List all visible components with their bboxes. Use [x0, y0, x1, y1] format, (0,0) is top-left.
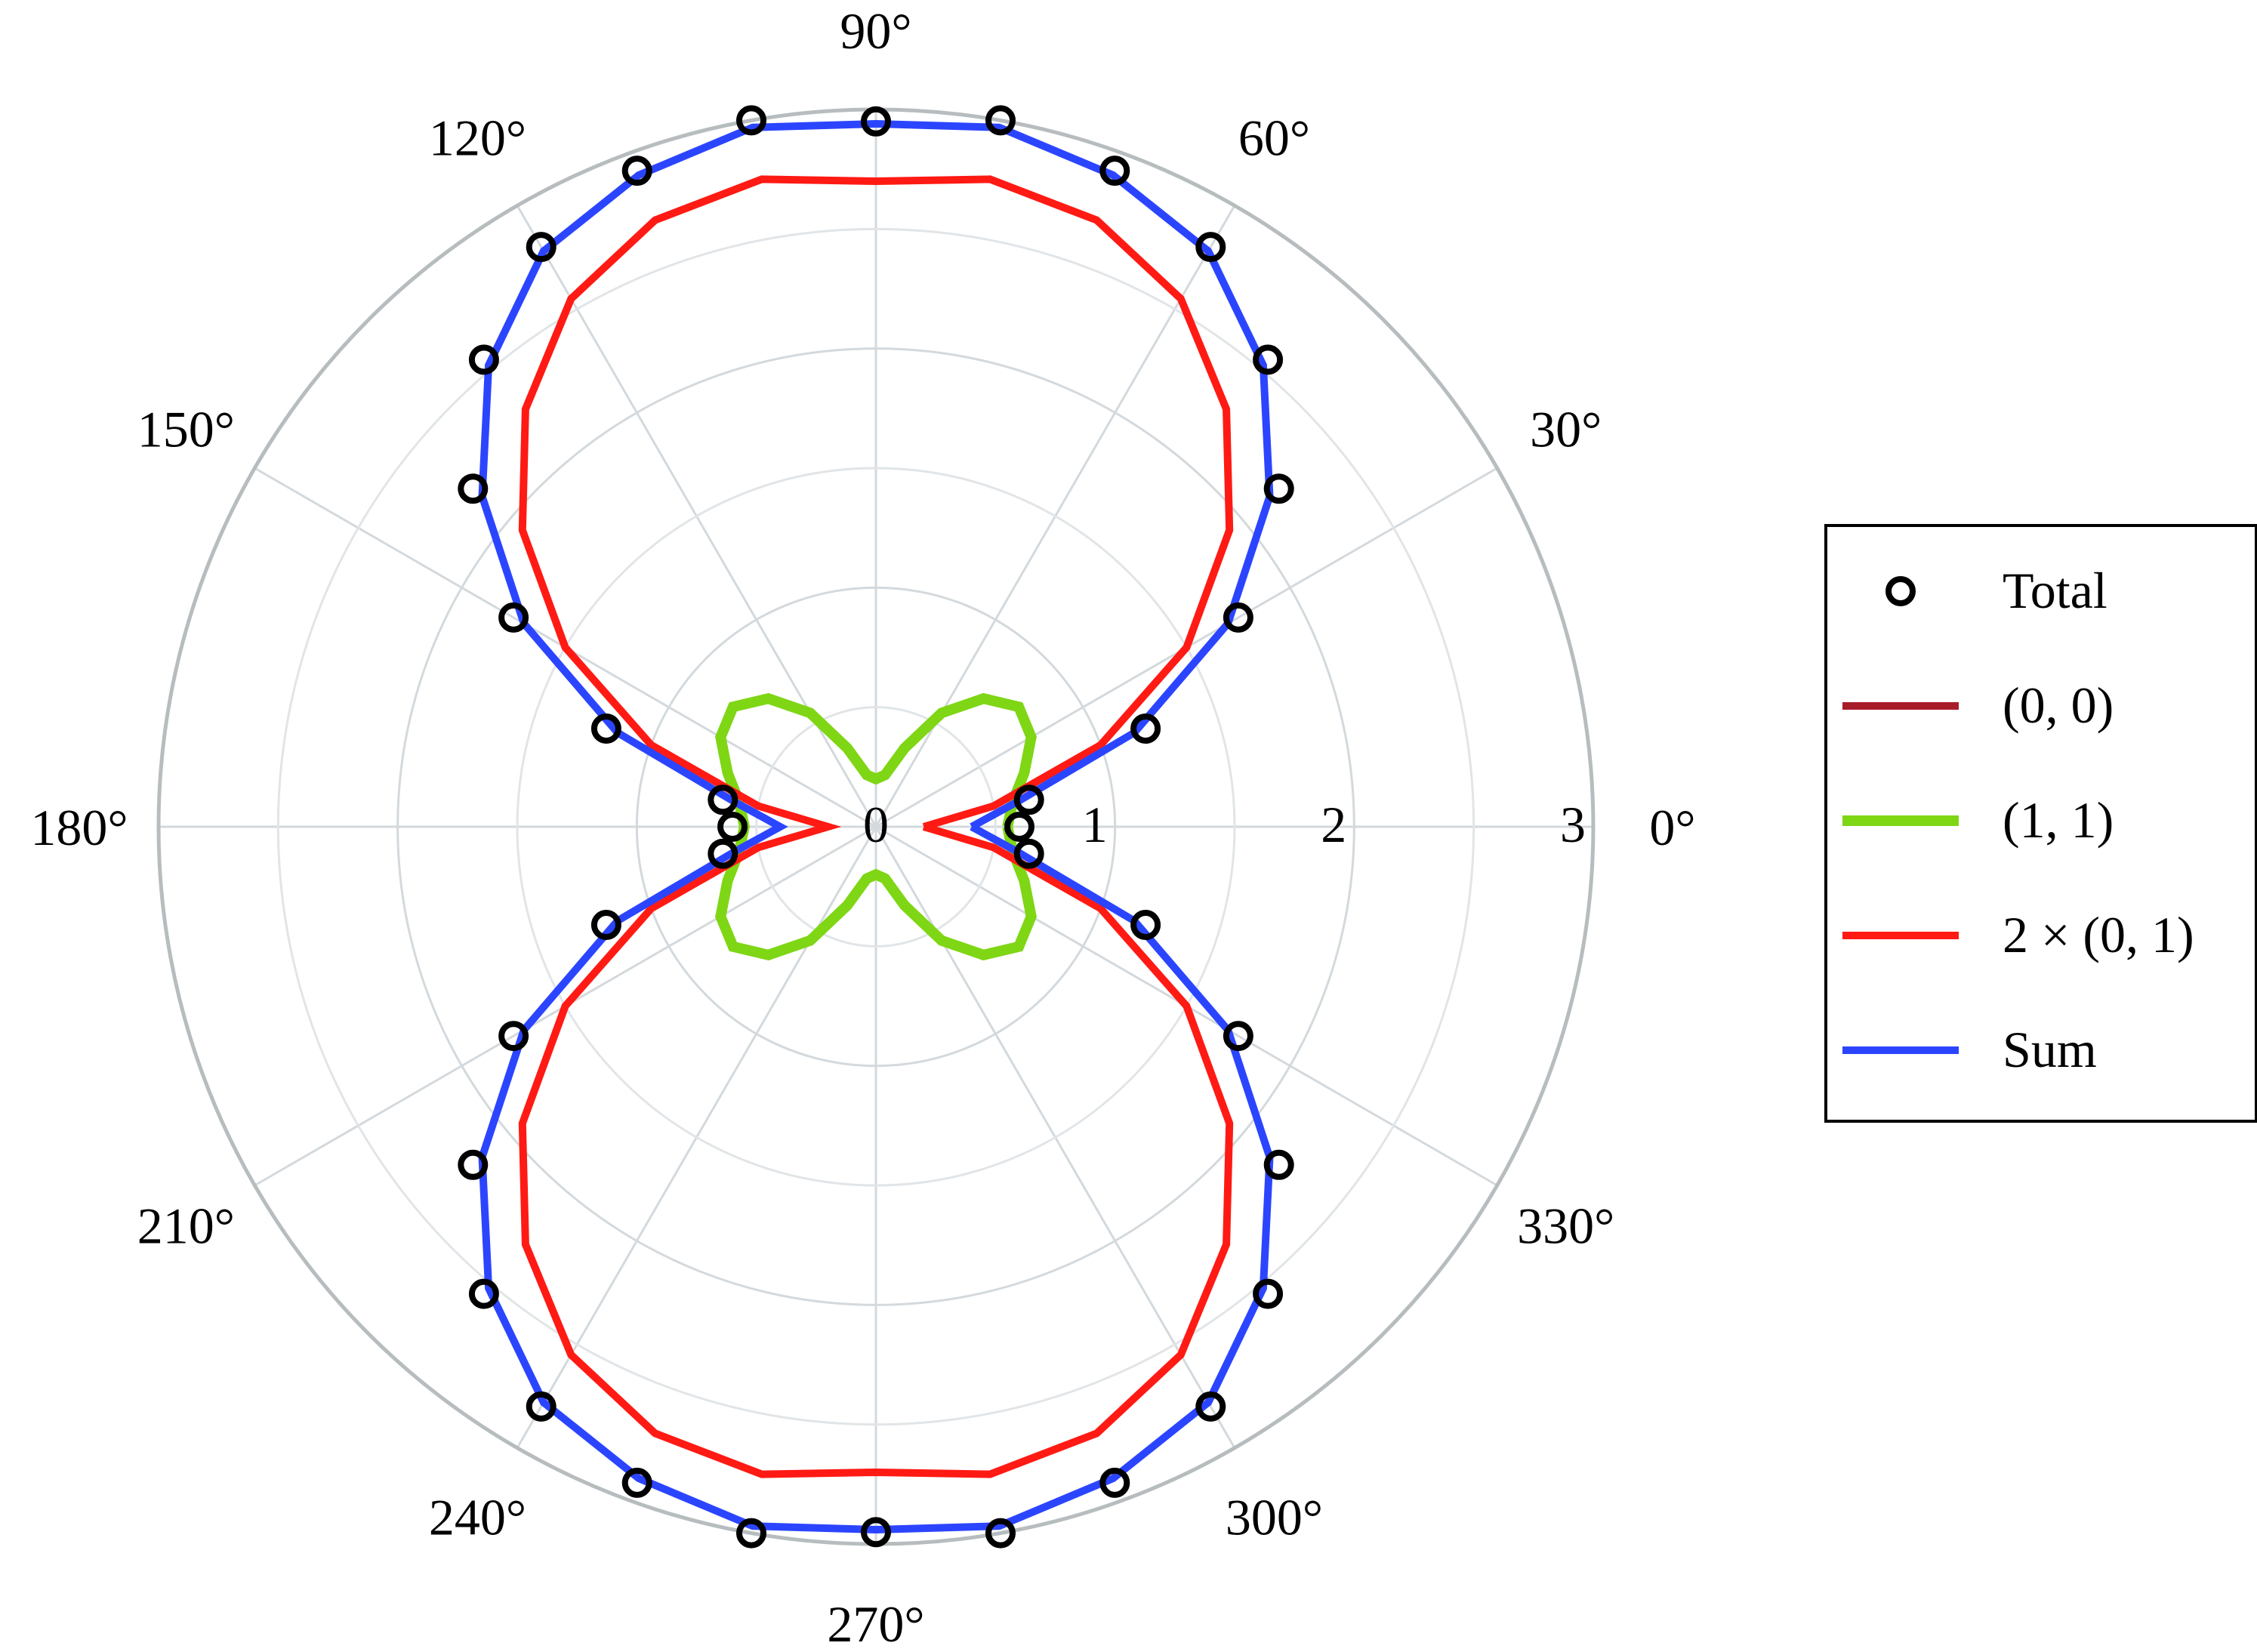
series-marker	[985, 105, 1016, 136]
series-marker	[1013, 784, 1044, 815]
series-marker	[498, 602, 529, 633]
series-marker	[717, 812, 748, 842]
series-marker	[526, 1391, 557, 1422]
radial-tick-label: 2	[1321, 796, 1346, 853]
series-marker	[1130, 714, 1161, 744]
series-marker	[736, 1518, 766, 1549]
legend-label: Sum	[2003, 1021, 2097, 1078]
angle-tick-label: 210°	[137, 1197, 235, 1255]
legend-label: Total	[2003, 562, 2107, 619]
series-marker	[458, 473, 489, 504]
legend: Total (0, 0) (1, 1) 2 × (0, 1) Sum	[1824, 524, 2257, 1123]
legend-item: 2 × (0, 1)	[1842, 906, 2194, 963]
angle-tick-label: 30°	[1530, 401, 1602, 458]
series-marker	[621, 1467, 652, 1498]
radial-gridline	[635, 586, 1117, 1068]
series-marker	[1253, 1278, 1284, 1309]
series-marker	[468, 1278, 499, 1309]
series-marker	[1223, 602, 1253, 633]
angle-tick-label: 270°	[827, 1595, 924, 1648]
angle-tick-label: 330°	[1517, 1197, 1614, 1255]
angle-tick-label: 60°	[1238, 109, 1310, 166]
series-layer	[458, 105, 1294, 1549]
series-marker	[590, 714, 621, 744]
angle-tick-label: 240°	[429, 1489, 526, 1546]
series-marker	[1099, 1467, 1130, 1498]
series-marker	[468, 344, 499, 375]
radial-tick-label: 3	[1560, 796, 1586, 853]
legend-item: Total	[1885, 562, 2107, 619]
series-marker	[736, 105, 766, 136]
legend-marker	[1885, 576, 1916, 606]
series-marker	[1099, 156, 1130, 186]
series-marker	[1223, 1021, 1253, 1052]
radial-minor-gridline	[276, 227, 1475, 1426]
series-marker	[985, 1518, 1016, 1549]
series-marker	[1013, 838, 1044, 869]
radial-tick-labels: 0 1 2 3	[863, 796, 1586, 853]
series-marker	[621, 156, 652, 186]
series-marker	[1263, 1149, 1294, 1180]
series-marker	[861, 106, 891, 137]
legend-items: Total (0, 0) (1, 1) 2 × (0, 1) Sum	[1842, 562, 2194, 1078]
series-marker	[1004, 812, 1034, 842]
series-marker	[498, 1021, 529, 1052]
series-line	[478, 119, 1274, 1534]
radial-minor-gridline	[516, 467, 1236, 1187]
angle-tick-label: 300°	[1226, 1489, 1323, 1546]
series-marker	[526, 232, 557, 263]
angle-tick-label: 120°	[429, 109, 526, 166]
legend-label: (1, 1)	[2003, 791, 2114, 849]
legend-label: 2 × (0, 1)	[2003, 906, 2194, 963]
series-marker	[590, 910, 621, 940]
radial-tick-label: 0	[863, 796, 889, 853]
angle-tick-label: 180°	[30, 799, 128, 856]
series-marker	[1253, 344, 1284, 375]
series-marker	[1263, 473, 1294, 504]
series-marker	[708, 784, 738, 815]
angle-tick-label: 90°	[840, 2, 911, 60]
radial-gridline	[396, 347, 1355, 1306]
series-marker	[1195, 1391, 1226, 1422]
radial-tick-label: 1	[1082, 796, 1108, 853]
legend-item: (1, 1)	[1842, 791, 2114, 849]
legend-label: (0, 0)	[2003, 677, 2114, 734]
angle-tick-label: 150°	[137, 401, 235, 458]
angle-labels: 0° 30° 60° 90° 120° 150° 180° 210° 240° 270° 300° 3…	[30, 2, 1695, 1652]
series-marker	[458, 1149, 489, 1180]
series-marker	[1195, 232, 1226, 263]
radial-minor-gridline	[755, 706, 997, 948]
series-marker	[861, 1517, 891, 1548]
series-marker	[1130, 910, 1161, 940]
angle-tick-label: 0°	[1649, 799, 1695, 856]
series-marker	[708, 838, 738, 869]
legend-item: (0, 0)	[1842, 677, 2114, 734]
legend-item: Sum	[1842, 1021, 2097, 1078]
series-line	[518, 175, 1234, 1478]
